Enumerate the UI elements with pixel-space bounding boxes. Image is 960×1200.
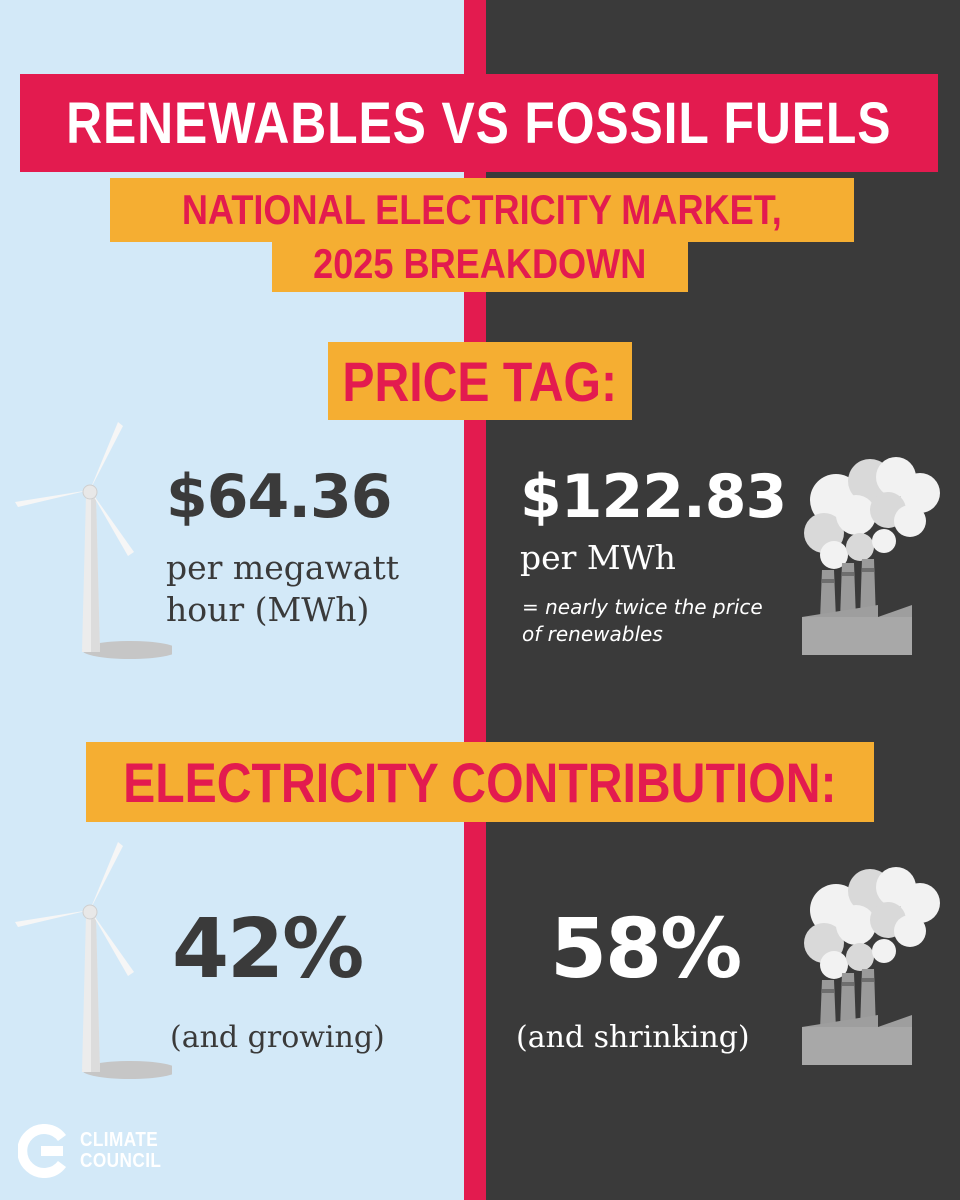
renewables-price-unit-line-1: per megawatt xyxy=(166,548,399,587)
fossil-contribution-note: (and shrinking) xyxy=(516,1020,750,1055)
factory-smoke-icon xyxy=(802,457,940,655)
page-title: RENEWABLES VS FOSSIL FUELS xyxy=(20,74,938,172)
fossil-price-note-line-1: = nearly twice the price xyxy=(522,595,763,619)
subtitle-line-2: 2025 BREAKDOWN xyxy=(272,236,688,292)
renewables-contribution-percent: 42% xyxy=(172,902,364,997)
renewables-contribution-note: (and growing) xyxy=(170,1020,385,1055)
contribution-heading: ELECTRICITY CONTRIBUTION: xyxy=(86,742,874,822)
subtitle-line-1: NATIONAL ELECTRICITY MARKET, xyxy=(110,178,854,242)
renewables-price-unit-line-2: hour (MWh) xyxy=(166,590,370,629)
climate-council-logo-icon xyxy=(18,1124,67,1178)
fossil-price-unit: per MWh xyxy=(520,538,676,577)
logo-wordmark: CLIMATE COUNCIL xyxy=(80,1129,162,1172)
fossil-price-note-line-2: of renewables xyxy=(522,622,663,646)
price-tag-heading: PRICE TAG: xyxy=(328,342,632,420)
center-divider xyxy=(464,0,486,1200)
factory-smoke-icon xyxy=(802,867,940,1065)
wind-turbine-icon xyxy=(15,422,172,659)
fossil-price: $122.83 xyxy=(520,462,787,532)
wind-turbine-icon xyxy=(15,842,172,1079)
fossil-contribution-percent: 58% xyxy=(550,902,742,997)
renewables-price: $64.36 xyxy=(166,462,393,532)
